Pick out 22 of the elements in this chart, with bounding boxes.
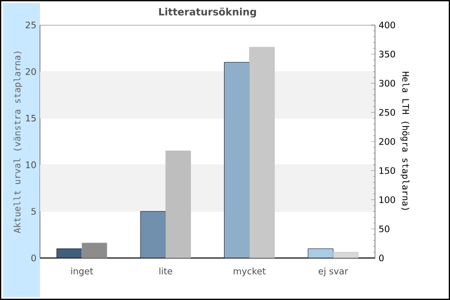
y2-tick-label: 50: [379, 225, 390, 232]
y-axis-title: Aktuellt urval (vänstra staplarna): [14, 52, 22, 234]
y2-tick-label: 400: [378, 22, 396, 28]
y-tick-label: 15: [26, 114, 36, 122]
y2-axis-title: Hela LTH (högra staplarna): [400, 72, 410, 210]
x-tick-label: mycket: [234, 268, 266, 276]
y-tick-label: 0: [31, 254, 36, 262]
y2-tick-label: 200: [379, 138, 396, 145]
y-tick-label: 10: [26, 161, 36, 168]
y-tick-label: 25: [26, 22, 36, 28]
y2-tick-label: 0: [379, 254, 384, 262]
y2-tick-label: 150: [380, 167, 396, 174]
y2-tick-label: 350: [379, 50, 396, 58]
x-tick-label: ej svar: [318, 268, 348, 276]
x-tick-label: inget: [71, 268, 94, 276]
y-tick-label: 5: [31, 208, 36, 215]
y2-tick-label: 250: [379, 108, 396, 116]
chart-title: Litteratursökning: [159, 8, 256, 18]
y2-tick-label: 300: [379, 80, 396, 87]
x-tick-label: lite: [159, 268, 172, 274]
y2-tick-label: 100: [380, 196, 396, 204]
y-tick-label: 20: [26, 68, 36, 75]
